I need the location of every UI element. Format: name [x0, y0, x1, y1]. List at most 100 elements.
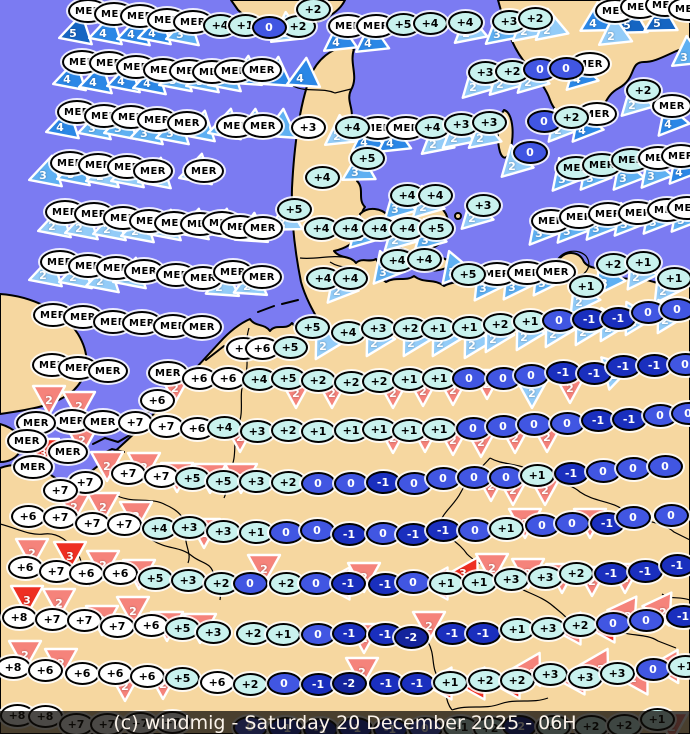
temperature-marker: -1: [330, 571, 366, 595]
temperature-marker: +6: [68, 561, 104, 585]
temperature-marker: 0: [549, 411, 585, 435]
temperature-marker: +6: [129, 664, 165, 688]
temperature-marker: +2: [482, 312, 518, 336]
caption-text: (c) windmig - Saturday 20 December 2025 …: [113, 711, 577, 734]
temperature-marker: -1: [434, 621, 470, 645]
wind-marker: 2: [41, 587, 77, 620]
temperature-marker: 0: [300, 622, 336, 646]
temperature-marker: +3: [527, 565, 563, 589]
temperature-marker: -1: [399, 671, 435, 695]
temperature-marker: -1: [553, 461, 589, 485]
temperature-marker: 0: [451, 366, 487, 390]
temperature-marker: -1: [425, 518, 461, 542]
temperature-marker: 0: [457, 518, 493, 542]
temperature-marker: +8: [1, 605, 37, 629]
temperature-marker: 0: [485, 414, 521, 438]
temperature-marker: -1: [300, 672, 336, 696]
temperature-marker: +7: [143, 464, 179, 488]
sea-marker: MER: [242, 265, 282, 289]
temperature-marker: +5: [272, 335, 308, 359]
temperature-marker: +4: [202, 13, 238, 37]
temperature-marker: +3: [170, 568, 206, 592]
temperature-marker: -1: [331, 522, 367, 546]
temperature-marker: -2: [393, 625, 429, 649]
sea-marker: MER: [48, 440, 88, 464]
temperature-marker: +4: [241, 367, 277, 391]
temperature-marker: 0: [512, 140, 548, 164]
temperature-marker: +4: [389, 216, 425, 240]
sea-marker: MER: [536, 260, 576, 284]
temperature-marker: +6: [27, 658, 63, 682]
temperature-marker: 0: [456, 465, 492, 489]
sea-marker: MER: [83, 410, 123, 434]
temperature-marker: +1: [428, 571, 464, 595]
temperature-marker: +4: [406, 247, 442, 271]
temperature-marker: +7: [38, 559, 74, 583]
temperature-marker: +2: [558, 561, 594, 585]
sea-marker: MER: [652, 94, 690, 118]
temperature-marker: 0: [615, 456, 651, 480]
island-small: [454, 212, 462, 220]
wind-marker: 2: [115, 595, 151, 628]
limfjord: [292, 85, 352, 94]
temperature-marker: 0: [526, 109, 562, 133]
temperature-marker: +6: [7, 555, 43, 579]
temperature-marker: +1: [512, 309, 548, 333]
sea-marker: MER: [88, 359, 128, 383]
temperature-marker: +3: [465, 193, 501, 217]
temperature-marker: +4: [447, 10, 483, 34]
temperature-marker: +2: [562, 613, 598, 637]
temperature-marker: +7: [66, 608, 102, 632]
temperature-marker: 0: [513, 363, 549, 387]
temperature-marker: +1: [421, 417, 457, 441]
temperature-marker: +2: [300, 368, 336, 392]
sea-marker: MER: [7, 429, 47, 453]
temperature-marker: 0: [670, 401, 690, 425]
wind-marker: 2: [85, 491, 121, 524]
caption-bar: (c) windmig - Saturday 20 December 2025 …: [0, 711, 690, 734]
temperature-marker: 0: [298, 571, 334, 595]
wind-marker: 2: [31, 384, 67, 417]
temperature-marker: +1: [420, 316, 456, 340]
temperature-marker: +2: [203, 571, 239, 595]
temperature-marker: -1: [365, 470, 401, 494]
temperature-marker: 0: [395, 570, 431, 594]
temperature-marker: 0: [396, 471, 432, 495]
temperature-marker: 0: [628, 608, 664, 632]
temperature-marker: +4: [412, 11, 448, 35]
temperature-marker: +6: [244, 336, 280, 360]
temperature-marker: +6: [64, 661, 100, 685]
temperature-marker: -1: [465, 621, 501, 645]
temperature-marker: +7: [74, 511, 110, 535]
temperature-marker: -1: [331, 621, 367, 645]
sea-marker: MER: [242, 58, 282, 82]
temperature-marker: +5: [294, 315, 330, 339]
wind-marker: 3: [52, 540, 88, 573]
temperature-marker: -1: [368, 671, 404, 695]
sea-marker: MER: [148, 361, 188, 385]
sea-marker: MER: [184, 159, 224, 183]
temperature-marker: +3: [290, 115, 326, 139]
temperature-marker: -1: [665, 604, 690, 628]
temperature-marker: 0: [299, 518, 335, 542]
temperature-marker: +4: [305, 266, 341, 290]
temperature-marker: +1: [421, 366, 457, 390]
temperature-marker: 0: [585, 459, 621, 483]
temperature-marker: +7: [99, 614, 135, 638]
temperature-marker: +7: [42, 478, 78, 502]
temperature-marker: +2: [625, 78, 661, 102]
temperature-marker: +3: [493, 567, 529, 591]
temperature-marker: 0: [667, 352, 690, 376]
wind-marker: 4: [282, 56, 322, 95]
temperature-marker: +3: [467, 60, 503, 84]
temperature-marker: 0: [595, 611, 631, 635]
temperature-marker: 0: [232, 571, 268, 595]
temperature-marker: -1: [636, 353, 672, 377]
temperature-marker: +7: [148, 414, 184, 438]
temperature-marker: +4: [334, 115, 370, 139]
temperature-marker: +3: [195, 620, 231, 644]
temperature-marker: +7: [117, 410, 153, 434]
temperature-marker: +5: [385, 12, 421, 36]
border-alps-2: [451, 697, 549, 711]
temperature-marker: 0: [266, 671, 302, 695]
